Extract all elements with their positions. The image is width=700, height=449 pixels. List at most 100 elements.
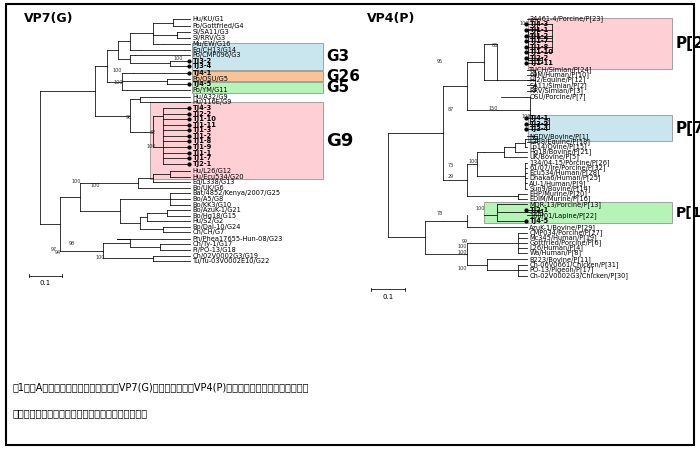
Text: 100: 100	[91, 183, 100, 188]
Text: Wa/Human/P[8]: Wa/Human/P[8]	[529, 250, 582, 256]
Text: 82: 82	[150, 130, 156, 135]
Text: TJ1-1: TJ1-1	[529, 27, 549, 33]
Text: OSU/Porcine/P[7]: OSU/Porcine/P[7]	[529, 93, 586, 100]
Text: Mu/EW/G16: Mu/EW/G16	[193, 41, 231, 47]
Text: TJ1-11: TJ1-11	[529, 60, 553, 66]
Text: P[7]: P[7]	[676, 121, 700, 136]
Text: AzuK-1/Bovine/P[29]: AzuK-1/Bovine/P[29]	[529, 224, 596, 231]
Text: TJ3-4: TJ3-4	[529, 127, 549, 132]
Text: 67: 67	[544, 120, 550, 125]
Text: TJ4-1: TJ4-1	[193, 70, 212, 76]
Text: Ch/02V0002G3/G19: Ch/02V0002G3/G19	[193, 253, 258, 259]
Text: G9: G9	[326, 132, 354, 150]
Text: 86: 86	[492, 43, 498, 48]
Text: TJ1-2: TJ1-2	[529, 32, 549, 39]
Text: Bo/KK3/G10: Bo/KK3/G10	[193, 202, 232, 207]
Text: TJ1-9: TJ1-9	[193, 144, 212, 150]
Text: 100: 100	[475, 206, 484, 211]
Text: TJ1-10: TJ1-10	[193, 116, 216, 122]
Text: Bo/Dai-10/G24: Bo/Dai-10/G24	[193, 224, 241, 229]
Text: H-2/Equine/P[12]: H-2/Equine/P[12]	[529, 77, 586, 84]
Text: Bat/4852/Kenya/2007/G25: Bat/4852/Kenya/2007/G25	[193, 190, 281, 197]
Text: 99: 99	[461, 239, 468, 244]
Text: 134/04-15/Porcine/P[26]: 134/04-15/Porcine/P[26]	[529, 159, 610, 166]
Text: Ch-06V0661/Chicken/P[31]: Ch-06V0661/Chicken/P[31]	[529, 261, 619, 268]
Text: Tu/Tu-03V0002E10/G22: Tu/Tu-03V0002E10/G22	[193, 258, 270, 264]
Text: 160/01/Lapine/P[22]: 160/01/Lapine/P[22]	[529, 212, 597, 219]
Text: 150: 150	[489, 106, 498, 111]
Text: UK/Bovine/P[5]: UK/Bovine/P[5]	[529, 154, 580, 160]
Text: TJ1-11: TJ1-11	[193, 122, 216, 128]
Text: Bo/UK/G6: Bo/UK/G6	[193, 185, 224, 191]
Text: 95: 95	[438, 59, 443, 64]
Text: TJ3-2: TJ3-2	[529, 121, 549, 127]
Text: TJ1-2: TJ1-2	[193, 132, 212, 139]
Text: P[23]: P[23]	[676, 36, 700, 51]
Bar	[528, 115, 673, 141]
Text: Dhaka6/Human/P[25]: Dhaka6/Human/P[25]	[529, 175, 601, 181]
Text: 98: 98	[69, 241, 75, 246]
Text: Hu/A32/G9: Hu/A32/G9	[193, 94, 228, 100]
Text: Ch/Ty-1/G17: Ch/Ty-1/G17	[193, 241, 233, 247]
Text: 78: 78	[437, 211, 443, 216]
Text: RRV/Simian/P[3]: RRV/Simian/P[3]	[529, 88, 583, 94]
Text: く分子系統樹　（農場検出株を黒丸付きで示す。）: く分子系統樹 （農場検出株を黒丸付きで示す。）	[13, 409, 148, 418]
Text: 69M/Human/P[10]: 69M/Human/P[10]	[529, 71, 589, 78]
Bar	[484, 202, 673, 223]
Text: TJ1-10: TJ1-10	[529, 49, 553, 55]
Text: TJ4-1: TJ4-1	[529, 115, 549, 121]
Text: 90: 90	[125, 115, 132, 120]
Text: 94: 94	[55, 250, 61, 255]
Text: 100: 100	[71, 179, 80, 184]
Text: TJ4-3: TJ4-3	[529, 22, 549, 27]
Text: SA11/Simian/P[2]: SA11/Simian/P[2]	[529, 82, 587, 88]
Text: Hu/L26/G12: Hu/L26/G12	[193, 168, 232, 174]
Text: L338/Equine/P[18]: L338/Equine/P[18]	[529, 138, 590, 145]
Text: 34461-4/Porcine/P[23]: 34461-4/Porcine/P[23]	[529, 16, 603, 22]
Text: G3: G3	[326, 48, 349, 64]
Text: L26/Human/P[4]: L26/Human/P[4]	[529, 245, 583, 251]
Text: 100: 100	[468, 159, 477, 164]
Text: TUCH/Simian/P[24]: TUCH/Simian/P[24]	[529, 66, 593, 73]
Text: Pi/PO-13/G18: Pi/PO-13/G18	[193, 247, 237, 253]
Text: Po/Gottfried/G4: Po/Gottfried/G4	[193, 23, 244, 29]
Text: TJ1-3: TJ1-3	[193, 127, 212, 133]
Text: Eq/CH13/G14: Eq/CH13/G14	[193, 47, 237, 53]
Text: Hg18/Bovine/P[21]: Hg18/Bovine/P[21]	[529, 149, 592, 155]
Text: Hu/KU/G1: Hu/KU/G1	[193, 16, 224, 22]
Text: 100: 100	[527, 34, 536, 40]
Text: EHP/Murine/P[20]: EHP/Murine/P[20]	[529, 190, 587, 197]
Text: EDIM/Murine/P[16]: EDIM/Murine/P[16]	[529, 196, 591, 202]
Text: TJ2-1: TJ2-1	[193, 161, 212, 167]
Text: 100: 100	[96, 255, 105, 260]
Text: Ph/Phea17655-Hun-08/G23: Ph/Phea17655-Hun-08/G23	[193, 236, 283, 242]
Text: 100: 100	[458, 266, 468, 272]
Text: Po/OSU/G5: Po/OSU/G5	[193, 75, 228, 82]
Text: Mc345/Human/P[19]: Mc345/Human/P[19]	[529, 234, 597, 241]
Text: TJ4-5: TJ4-5	[529, 218, 549, 224]
Text: 61/07/Ire/Porcine/P[32]: 61/07/Ire/Porcine/P[32]	[529, 164, 606, 171]
Text: Ch-02V0002G3/Chicken/P[30]: Ch-02V0002G3/Chicken/P[30]	[529, 272, 629, 279]
Text: 29: 29	[447, 174, 454, 179]
Text: TJ1-1: TJ1-1	[193, 150, 212, 156]
Text: Po/CMP096/G3: Po/CMP096/G3	[193, 52, 241, 58]
Text: CMP034/Porcine/P[27]: CMP034/Porcine/P[27]	[529, 229, 603, 236]
Text: PO-13/Pigeon/P[17]: PO-13/Pigeon/P[17]	[529, 267, 594, 273]
Text: G26: G26	[326, 69, 361, 84]
Text: 0.1: 0.1	[382, 294, 393, 299]
Text: 100: 100	[174, 56, 183, 61]
Text: Sun9/Bovine/P[14]: Sun9/Bovine/P[14]	[529, 185, 591, 192]
Text: TJ4-3: TJ4-3	[193, 105, 212, 111]
Text: 100: 100	[458, 250, 468, 255]
Text: Eq/L338/G13: Eq/L338/G13	[193, 180, 235, 185]
Bar	[150, 102, 323, 180]
Text: Ecu534/Human/P[28]: Ecu534/Human/P[28]	[529, 169, 600, 176]
Text: B223/Bovine/P[11]: B223/Bovine/P[11]	[529, 256, 592, 263]
Text: 97: 97	[50, 247, 57, 252]
Text: Ch/CH/G7: Ch/CH/G7	[193, 229, 225, 235]
Text: TJ1-7: TJ1-7	[529, 38, 549, 44]
Bar	[192, 43, 323, 70]
Text: TJ2-1: TJ2-1	[529, 207, 549, 213]
Text: TJ1-8: TJ1-8	[193, 138, 212, 144]
Text: Bo/AzuK-1/G21: Bo/AzuK-1/G21	[193, 207, 242, 213]
